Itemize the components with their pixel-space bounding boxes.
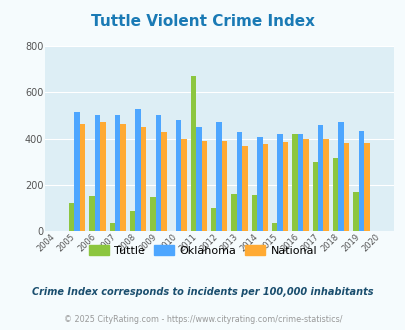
Bar xyxy=(363,143,369,231)
Bar xyxy=(256,137,262,231)
Bar xyxy=(222,141,227,231)
Text: © 2025 CityRating.com - https://www.cityrating.com/crime-statistics/: © 2025 CityRating.com - https://www.city… xyxy=(64,315,341,324)
Text: Tuttle Violent Crime Index: Tuttle Violent Crime Index xyxy=(91,14,314,29)
Bar xyxy=(201,141,207,231)
Legend: Tuttle, Oklahoma, National: Tuttle, Oklahoma, National xyxy=(84,241,321,260)
Bar xyxy=(358,131,363,231)
Bar xyxy=(216,122,222,231)
Bar xyxy=(282,142,288,231)
Bar xyxy=(211,208,216,231)
Bar xyxy=(190,76,196,231)
Bar xyxy=(155,115,161,231)
Bar xyxy=(292,134,297,231)
Bar xyxy=(175,120,181,231)
Bar xyxy=(109,223,115,231)
Bar xyxy=(94,115,100,231)
Bar xyxy=(332,158,337,231)
Bar xyxy=(69,203,74,231)
Bar xyxy=(242,146,247,231)
Bar xyxy=(236,132,242,231)
Bar xyxy=(231,194,236,231)
Bar xyxy=(297,134,303,231)
Bar xyxy=(161,132,166,231)
Bar xyxy=(271,223,277,231)
Bar xyxy=(89,196,94,231)
Bar xyxy=(262,144,267,231)
Bar xyxy=(135,109,141,231)
Bar xyxy=(115,115,120,231)
Bar xyxy=(74,112,80,231)
Bar xyxy=(80,123,85,231)
Bar xyxy=(337,122,343,231)
Bar xyxy=(100,122,105,231)
Bar xyxy=(317,125,323,231)
Bar xyxy=(150,197,155,231)
Bar xyxy=(277,134,282,231)
Bar xyxy=(343,143,348,231)
Bar xyxy=(181,139,186,231)
Bar xyxy=(130,211,135,231)
Text: Crime Index corresponds to incidents per 100,000 inhabitants: Crime Index corresponds to incidents per… xyxy=(32,287,373,297)
Bar xyxy=(323,139,328,231)
Bar xyxy=(352,192,358,231)
Bar xyxy=(120,123,126,231)
Bar xyxy=(196,127,201,231)
Bar xyxy=(303,139,308,231)
Bar xyxy=(312,162,317,231)
Bar xyxy=(251,194,256,231)
Bar xyxy=(141,127,146,231)
